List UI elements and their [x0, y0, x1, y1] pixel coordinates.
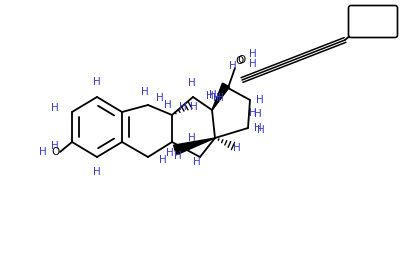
Text: H: H: [156, 93, 164, 103]
Text: H: H: [229, 61, 237, 71]
Text: H: H: [254, 109, 262, 119]
Text: H: H: [233, 143, 241, 153]
Text: H: H: [249, 59, 257, 69]
Text: H: H: [51, 103, 59, 113]
Text: H: H: [39, 147, 47, 157]
Text: O: O: [236, 56, 244, 66]
Text: H: H: [51, 141, 59, 151]
Text: O: O: [51, 147, 59, 157]
Text: Abs: Abs: [361, 15, 385, 28]
Text: H: H: [209, 90, 217, 100]
Text: H: H: [206, 91, 214, 101]
Text: H: H: [254, 123, 262, 133]
Text: H: H: [93, 77, 101, 87]
Text: H: H: [179, 102, 187, 112]
Polygon shape: [174, 138, 215, 155]
Text: H: H: [257, 125, 265, 135]
Polygon shape: [212, 83, 229, 110]
Text: H: H: [249, 108, 257, 118]
Text: H: H: [188, 133, 196, 143]
Text: H: H: [216, 93, 224, 103]
Text: H: H: [190, 102, 198, 112]
Text: O: O: [237, 55, 245, 65]
FancyBboxPatch shape: [349, 6, 397, 37]
Text: H: H: [166, 148, 174, 158]
Text: H: H: [174, 151, 182, 161]
Text: H: H: [193, 157, 201, 167]
Text: H: H: [249, 49, 257, 59]
Text: H: H: [141, 87, 149, 97]
Text: H: H: [256, 95, 264, 105]
Text: H: H: [188, 78, 196, 88]
Text: H: H: [213, 93, 221, 103]
Text: H: H: [164, 100, 172, 110]
Text: H: H: [93, 167, 101, 177]
Text: H: H: [159, 155, 167, 165]
